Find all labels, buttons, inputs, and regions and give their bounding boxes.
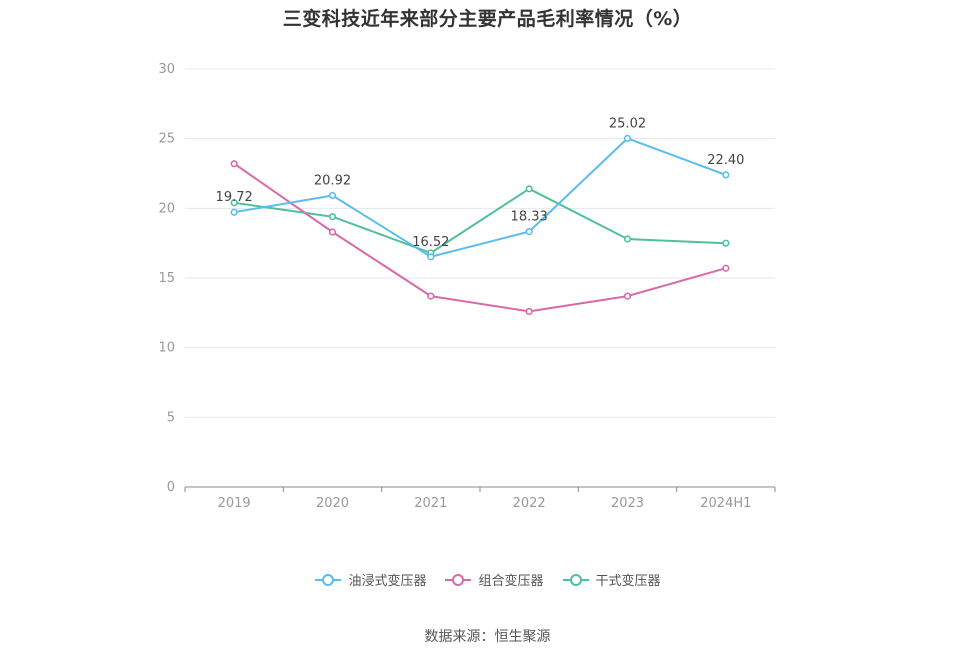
- data-label: 18.33: [511, 210, 548, 225]
- series-line: [234, 187, 726, 254]
- y-tick-label: 5: [167, 410, 175, 425]
- data-labels: 19.72 20.92 16.52 18.33 25.02 22.40: [216, 116, 745, 249]
- series-line: [233, 162, 727, 313]
- y-tick-label: 30: [158, 62, 175, 77]
- data-point: [328, 191, 337, 200]
- series-line: [234, 137, 727, 258]
- legend-item[interactable]: 组合变压器: [444, 570, 544, 589]
- data-point: [230, 208, 238, 216]
- data-point: [623, 292, 632, 300]
- chart-title: 三变科技近年来部分主要产品毛利率情况（%）: [282, 8, 693, 30]
- data-point: [623, 134, 632, 142]
- legend-item[interactable]: 油浸式变压器: [314, 570, 426, 589]
- x-tick-label: 2019: [218, 496, 251, 511]
- y-tick-label: 15: [158, 271, 175, 286]
- y-tick-label: 20: [158, 201, 175, 216]
- y-tick-label: 10: [158, 341, 175, 356]
- data-point: [623, 235, 632, 243]
- legend-label: 干式变压器: [595, 574, 661, 589]
- data-point: [427, 253, 435, 261]
- data-point: [525, 228, 533, 236]
- x-tick-label: 2023: [611, 496, 644, 511]
- legend-label: 油浸式变压器: [348, 574, 427, 589]
- data-label: 20.92: [314, 174, 351, 189]
- x-tick-label: 2022: [513, 496, 546, 511]
- source-note: 数据来源：恒生聚源: [424, 629, 551, 645]
- x-tick-label: 2021: [414, 496, 447, 511]
- legend-marker-icon: [562, 573, 589, 586]
- legend-marker-icon: [315, 573, 342, 586]
- data-point: [722, 239, 730, 247]
- data-point: [328, 213, 337, 221]
- x-tick-label: 2024H1: [700, 496, 751, 511]
- data-point: [328, 228, 337, 236]
- legend-label: 组合变压器: [478, 574, 544, 589]
- data-point: [525, 185, 533, 193]
- x-tick-label: 2020: [316, 496, 349, 511]
- data-label: 22.40: [707, 153, 744, 168]
- data-label: 25.02: [609, 116, 646, 131]
- axes: 0 5 10 15 20 25 30 2019 2020 2021 2022 2023 2024H1: [158, 62, 776, 511]
- data-point: [427, 292, 435, 300]
- data-point: [230, 199, 238, 207]
- legend: 油浸式变压器 组合变压器 干式变压器: [0, 570, 975, 589]
- data-point: [722, 264, 730, 272]
- data-label: 19.72: [216, 190, 253, 205]
- legend-marker-icon: [445, 573, 472, 586]
- data-point: [722, 171, 730, 179]
- y-tick-label: 0: [167, 480, 175, 495]
- legend-item[interactable]: 干式变压器: [562, 570, 661, 589]
- y-tick-label: 25: [158, 132, 175, 147]
- data-point: [525, 307, 533, 316]
- data-point: [230, 160, 238, 168]
- data-label: 16.52: [412, 235, 449, 250]
- grid-lines: [185, 68, 775, 418]
- series-lines: [230, 134, 730, 316]
